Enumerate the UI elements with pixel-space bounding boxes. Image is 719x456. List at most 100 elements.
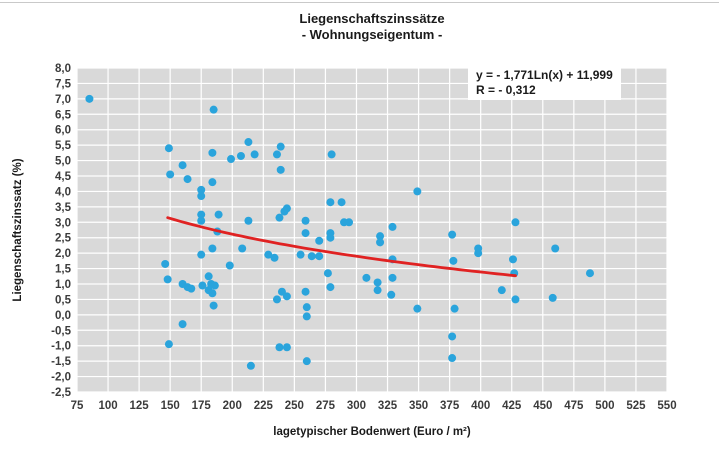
- plot-area: [77, 68, 667, 392]
- data-point: [178, 320, 187, 329]
- x-tick-label: 400: [471, 400, 490, 412]
- y-tick-label: -0,5: [51, 325, 71, 337]
- x-tick-label: 425: [502, 400, 522, 412]
- data-point: [197, 216, 206, 225]
- data-point: [474, 249, 483, 258]
- chart-title-line1: Liegenschaftszinssätze: [299, 11, 445, 26]
- y-tick-label: 1,0: [55, 279, 71, 291]
- x-tick-label: 300: [347, 400, 366, 412]
- data-point: [323, 269, 332, 278]
- y-tick-label: -2,5: [51, 387, 71, 399]
- y-tick-label: 0,5: [55, 294, 72, 306]
- y-tick-label: 5,5: [55, 140, 72, 152]
- y-tick-label: 4,5: [55, 171, 72, 183]
- y-tick-label: 8,0: [55, 63, 71, 75]
- data-point: [373, 278, 382, 287]
- y-tick-label: 2,0: [55, 248, 71, 260]
- y-tick-label: 3,5: [55, 202, 72, 214]
- data-point: [225, 261, 234, 270]
- data-point: [362, 273, 371, 282]
- top-border-line: [0, 2, 719, 3]
- data-point: [275, 213, 284, 222]
- data-point: [246, 361, 255, 370]
- data-point: [548, 293, 557, 302]
- chart-title-line2: - Wohnungseigentum -: [301, 27, 443, 42]
- y-tick-label: 7,5: [55, 78, 72, 90]
- x-tick-label: 200: [223, 400, 242, 412]
- data-point: [208, 178, 217, 187]
- data-point: [161, 259, 170, 268]
- data-point: [307, 252, 316, 261]
- data-point: [376, 232, 385, 241]
- data-point: [282, 343, 291, 352]
- data-point: [337, 198, 346, 207]
- y-tick-label: 6,0: [55, 125, 71, 137]
- data-point: [282, 292, 291, 301]
- y-tick-label: 4,0: [55, 186, 71, 198]
- data-point: [302, 357, 311, 366]
- data-point: [236, 151, 245, 160]
- x-tick-label: 450: [533, 400, 552, 412]
- y-tick-label: 0,0: [55, 310, 71, 322]
- data-point: [373, 286, 382, 295]
- data-point: [210, 281, 219, 290]
- trendline-equation-text: y = - 1,771Ln(x) + 11,999: [476, 68, 613, 82]
- data-point: [326, 233, 335, 242]
- x-tick-label: 350: [409, 400, 428, 412]
- data-point: [270, 253, 279, 262]
- data-point: [413, 187, 422, 196]
- y-tick-label: 6,5: [55, 109, 72, 121]
- data-point: [178, 161, 187, 170]
- x-tick-label: 75: [71, 400, 84, 412]
- data-point: [280, 207, 289, 216]
- data-point: [275, 343, 284, 352]
- x-tick-label: 375: [440, 400, 460, 412]
- data-point: [511, 218, 520, 227]
- data-point: [326, 198, 335, 207]
- y-tick-label: 2,5: [55, 233, 72, 245]
- data-point: [450, 304, 459, 313]
- data-point: [272, 150, 281, 159]
- data-point: [166, 170, 175, 179]
- data-point: [508, 255, 517, 264]
- data-point: [449, 256, 458, 265]
- data-point: [208, 148, 217, 157]
- data-point: [448, 230, 457, 239]
- x-tick-label: 150: [161, 400, 180, 412]
- x-tick-label: 525: [626, 400, 646, 412]
- data-point: [85, 94, 94, 103]
- data-point: [302, 312, 311, 321]
- x-tick-label: 475: [564, 400, 584, 412]
- x-tick-label: 125: [130, 400, 150, 412]
- data-point: [197, 250, 206, 259]
- data-point: [302, 303, 311, 312]
- data-point: [301, 287, 310, 296]
- y-tick-label: -2,0: [51, 372, 71, 384]
- data-point: [250, 150, 259, 159]
- data-point: [296, 250, 305, 259]
- data-point: [209, 301, 218, 310]
- data-point: [315, 252, 324, 261]
- data-point: [497, 286, 506, 295]
- data-point: [187, 284, 196, 293]
- data-point: [315, 236, 324, 245]
- data-point: [197, 210, 206, 219]
- x-tick-label: 550: [657, 400, 676, 412]
- x-tick-label: 225: [254, 400, 274, 412]
- data-point: [326, 283, 335, 292]
- x-tick-label: 250: [285, 400, 304, 412]
- data-point: [164, 144, 173, 153]
- data-point: [197, 192, 206, 201]
- x-tick-label: 500: [595, 400, 614, 412]
- data-point: [327, 150, 336, 159]
- trend-line: [166, 216, 517, 278]
- data-point: [585, 269, 594, 278]
- data-point: [276, 165, 285, 174]
- data-point: [183, 175, 192, 184]
- x-tick-label: 100: [98, 400, 117, 412]
- x-tick-label: 175: [192, 400, 212, 412]
- data-point: [511, 295, 520, 304]
- x-tick-label: 325: [378, 400, 398, 412]
- data-point: [301, 229, 310, 238]
